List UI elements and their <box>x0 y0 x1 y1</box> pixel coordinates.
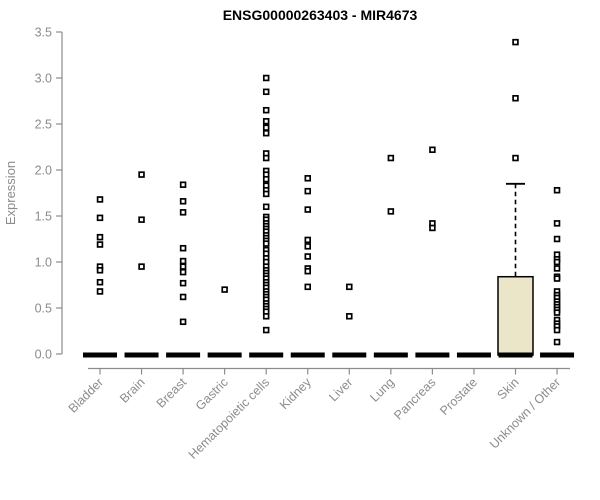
y-axis-label: Expression <box>3 161 18 225</box>
data-point <box>304 206 312 213</box>
data-point <box>179 279 187 287</box>
y-tick-label: 3.5 <box>35 26 52 40</box>
data-point <box>553 235 561 243</box>
x-category-label: Prostate <box>437 375 480 418</box>
x-category-label: Skin <box>495 375 522 402</box>
data-point <box>262 117 270 125</box>
data-point <box>221 286 228 293</box>
data-point <box>262 313 270 320</box>
data-point <box>179 263 187 270</box>
data-point <box>429 224 436 232</box>
data-point <box>262 124 270 131</box>
data-point <box>179 268 187 276</box>
data-point <box>262 240 270 247</box>
y-tick-label: 0.0 <box>35 348 52 362</box>
x-category-label: Unknown / Other <box>487 375 563 451</box>
data-point <box>138 263 145 270</box>
data-point <box>262 175 270 183</box>
data-point <box>553 258 561 266</box>
data-point <box>138 216 145 223</box>
data-point <box>179 257 187 265</box>
x-category-label: Liver <box>326 375 355 404</box>
data-point <box>96 196 104 203</box>
x-category-label: Breast <box>154 375 190 411</box>
y-tick-label: 3.0 <box>35 72 52 86</box>
data-point <box>262 154 270 162</box>
data-point <box>262 326 270 334</box>
x-category-label: Lung <box>367 375 397 405</box>
median-bar <box>373 352 408 358</box>
data-point <box>96 278 104 286</box>
data-point <box>304 187 312 195</box>
data-point <box>179 244 187 252</box>
median-bar <box>124 352 159 358</box>
data-point <box>304 236 312 244</box>
median-bar <box>498 352 533 358</box>
data-point <box>553 338 561 346</box>
median-bar <box>207 352 242 358</box>
data-point <box>96 288 104 295</box>
data-point <box>262 129 270 137</box>
data-point <box>387 208 395 215</box>
data-point <box>304 175 312 182</box>
box <box>497 275 534 356</box>
data-point <box>138 171 145 178</box>
x-category-label: Hematopoietic cells <box>186 375 273 462</box>
data-point <box>179 209 187 216</box>
median-bar <box>456 352 491 358</box>
data-point <box>387 154 395 162</box>
data-point <box>553 309 561 316</box>
median-bar <box>83 352 117 358</box>
data-point <box>262 74 270 82</box>
data-point <box>304 253 312 260</box>
y-tick-label: 1.5 <box>35 210 52 224</box>
data-point <box>429 146 436 154</box>
data-point <box>304 267 312 275</box>
data-point <box>304 243 312 250</box>
median-bar <box>415 352 450 358</box>
data-point <box>179 181 187 188</box>
data-point <box>96 241 104 248</box>
data-point <box>553 265 561 272</box>
data-point <box>179 293 187 301</box>
median-bar <box>290 352 325 358</box>
x-category-label: Bladder <box>66 375 106 415</box>
chart-title: ENSG00000263403 - MIR4673 <box>223 7 418 23</box>
data-point <box>262 190 270 198</box>
data-point <box>179 198 187 205</box>
y-tick-label: 2.5 <box>35 118 52 132</box>
data-point <box>553 326 561 334</box>
data-point <box>346 313 353 320</box>
data-point <box>96 233 104 241</box>
x-category-label: Kidney <box>277 375 314 412</box>
data-point <box>512 94 519 102</box>
data-point <box>262 106 270 114</box>
data-point <box>262 203 270 211</box>
y-tick-label: 0.5 <box>35 302 52 316</box>
median-bar <box>166 352 201 358</box>
data-point <box>96 267 104 274</box>
median-bar <box>332 352 367 358</box>
x-category-label: Brain <box>117 375 148 406</box>
data-point <box>346 283 353 291</box>
data-point <box>512 154 519 162</box>
data-point <box>304 283 312 291</box>
y-tick-label: 1.0 <box>35 256 52 270</box>
y-tick-label: 2.0 <box>35 164 52 178</box>
plot-area: 0.0 0.5 1.0 1.5 2.0 2.5 3.0 3.5 Bladder Brain Brea… <box>35 26 575 462</box>
data-point <box>553 275 561 282</box>
data-point <box>512 38 519 46</box>
data-point <box>553 186 561 194</box>
median-bar <box>540 352 575 358</box>
data-point <box>553 220 561 227</box>
data-point <box>96 214 104 222</box>
median-bar <box>249 352 284 358</box>
data-point <box>179 318 187 326</box>
x-category-label: Pancreas <box>391 375 438 422</box>
data-point <box>262 88 270 96</box>
x-category-label: Gastric <box>193 375 231 413</box>
